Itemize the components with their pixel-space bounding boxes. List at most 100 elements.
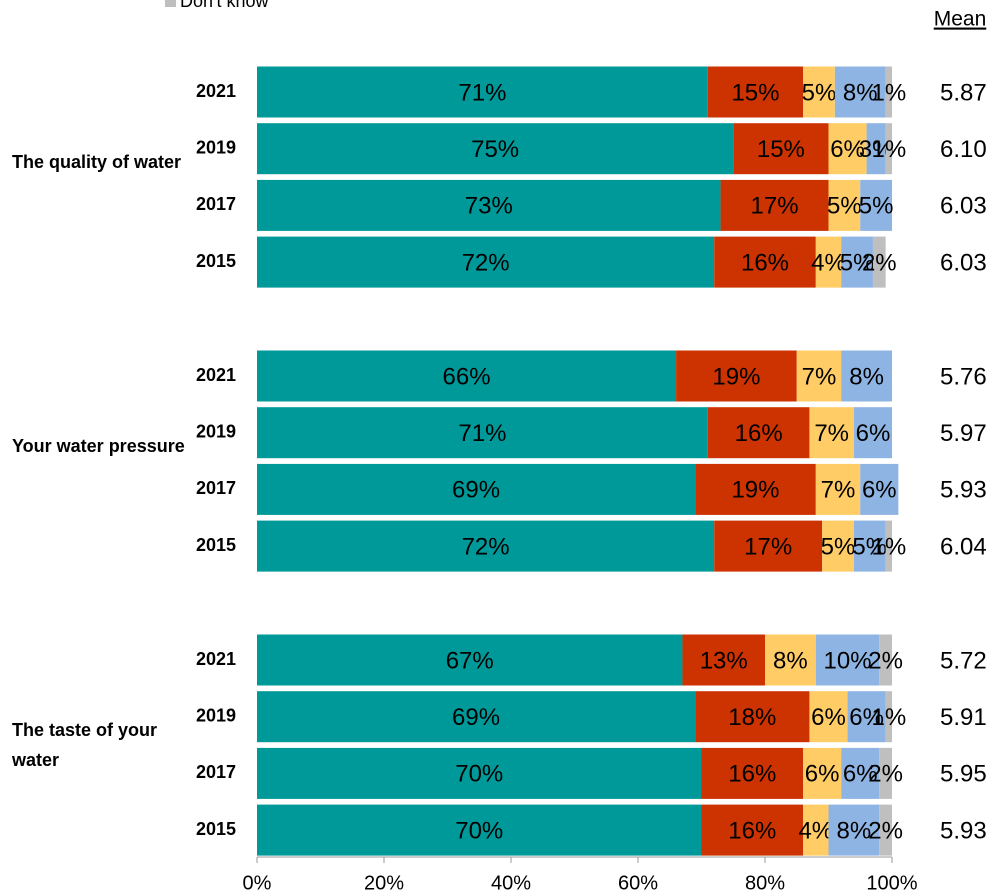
bar-segment xyxy=(879,747,892,799)
data-label: 69% xyxy=(452,704,500,731)
data-label: 15% xyxy=(757,136,805,163)
y-tick-label: 2015 xyxy=(196,535,236,555)
bar-segment xyxy=(841,236,873,288)
y-tick-label: 2019 xyxy=(196,705,236,725)
data-label: 13% xyxy=(700,647,748,674)
bar-segment xyxy=(257,66,708,118)
bar-segment xyxy=(860,463,899,515)
group-label: Your water pressure xyxy=(12,435,185,456)
bar-segment xyxy=(803,66,835,118)
data-label: 5% xyxy=(827,193,862,220)
data-label: 16% xyxy=(735,420,783,447)
bar-segment xyxy=(872,236,886,288)
mean-value: 5.72 xyxy=(940,647,987,674)
bar-segment xyxy=(257,123,734,175)
bar-segment xyxy=(803,804,829,856)
bar-segment xyxy=(701,747,804,799)
data-label: 17% xyxy=(744,533,792,560)
mean-value: 6.03 xyxy=(940,193,987,220)
bar-segment xyxy=(257,407,708,459)
bar-segment xyxy=(828,179,861,231)
data-label: 6% xyxy=(862,477,897,504)
y-tick-label: 2021 xyxy=(196,365,236,385)
group-label: The quality of water xyxy=(12,151,182,172)
data-label: 4% xyxy=(798,817,833,844)
y-tick-label: 2021 xyxy=(196,81,236,101)
legend-label: Don't know xyxy=(180,0,269,11)
data-label: 1% xyxy=(871,704,906,731)
bar-segment xyxy=(714,236,816,288)
y-tick-label: 2021 xyxy=(196,649,236,669)
bar-segment xyxy=(847,691,886,743)
data-label: 6% xyxy=(843,761,878,788)
bar-segment xyxy=(720,179,829,231)
data-label: 73% xyxy=(465,193,513,220)
data-label: 7% xyxy=(802,363,837,390)
bar-segment xyxy=(879,804,892,856)
data-label: 5% xyxy=(859,193,894,220)
bar-segment xyxy=(841,350,892,402)
bar-segment xyxy=(765,634,816,686)
data-label: 7% xyxy=(814,420,849,447)
data-label: 6% xyxy=(830,136,865,163)
data-label: 5% xyxy=(821,533,856,560)
bar-segment xyxy=(257,463,696,515)
group-label: The taste of your water xyxy=(12,719,158,770)
bar-segment xyxy=(257,634,683,686)
data-label: 71% xyxy=(458,420,506,447)
bar-segment xyxy=(834,66,886,118)
bar-segment xyxy=(257,179,721,231)
data-label: 4% xyxy=(811,249,846,276)
y-tick-label: 2017 xyxy=(196,762,236,782)
y-tick-label: 2017 xyxy=(196,194,236,214)
bar-segment xyxy=(815,463,861,515)
bar-segment xyxy=(866,123,886,175)
bar-segment xyxy=(682,634,765,686)
data-label: 1% xyxy=(871,533,906,560)
data-label: 2% xyxy=(868,761,903,788)
data-label: 5% xyxy=(852,533,887,560)
data-label: 8% xyxy=(849,363,884,390)
mean-value: 5.91 xyxy=(940,704,987,731)
mean-value: 5.97 xyxy=(940,420,987,447)
data-label: 1% xyxy=(871,79,906,106)
bar-segment xyxy=(828,123,867,175)
data-label: 15% xyxy=(731,79,779,106)
bar-segment xyxy=(257,804,702,856)
mean-value: 5.93 xyxy=(940,817,987,844)
data-label: 72% xyxy=(462,533,510,560)
mean-value: 5.95 xyxy=(940,761,987,788)
bar-segment xyxy=(828,804,880,856)
data-label: 6% xyxy=(811,704,846,731)
data-label: 75% xyxy=(471,136,519,163)
x-tick-label: 0% xyxy=(243,872,272,894)
bar-segment xyxy=(841,747,880,799)
mean-value: 6.04 xyxy=(940,533,987,560)
bar-segment xyxy=(257,520,715,572)
data-label: 69% xyxy=(452,477,500,504)
data-label: 2% xyxy=(862,249,897,276)
data-label: 19% xyxy=(712,363,760,390)
bar-segment xyxy=(257,747,702,799)
data-label: 8% xyxy=(837,817,872,844)
bar-segment xyxy=(701,804,804,856)
bar-segment xyxy=(257,350,677,402)
data-label: 5% xyxy=(840,249,875,276)
data-label: 2% xyxy=(868,817,903,844)
data-label: 66% xyxy=(443,363,491,390)
y-tick-label: 2015 xyxy=(196,819,236,839)
bar-segment xyxy=(257,236,715,288)
data-label: 16% xyxy=(741,249,789,276)
x-tick-label: 80% xyxy=(745,872,785,894)
bar-segment xyxy=(676,350,797,402)
bar-segment xyxy=(707,407,810,459)
data-label: 2% xyxy=(868,647,903,674)
data-label: 6% xyxy=(805,761,840,788)
legend-swatch xyxy=(165,0,176,7)
data-label: 5% xyxy=(802,79,837,106)
bar-segment xyxy=(885,520,892,572)
x-tick-label: 40% xyxy=(491,872,531,894)
bar-segment xyxy=(803,747,842,799)
